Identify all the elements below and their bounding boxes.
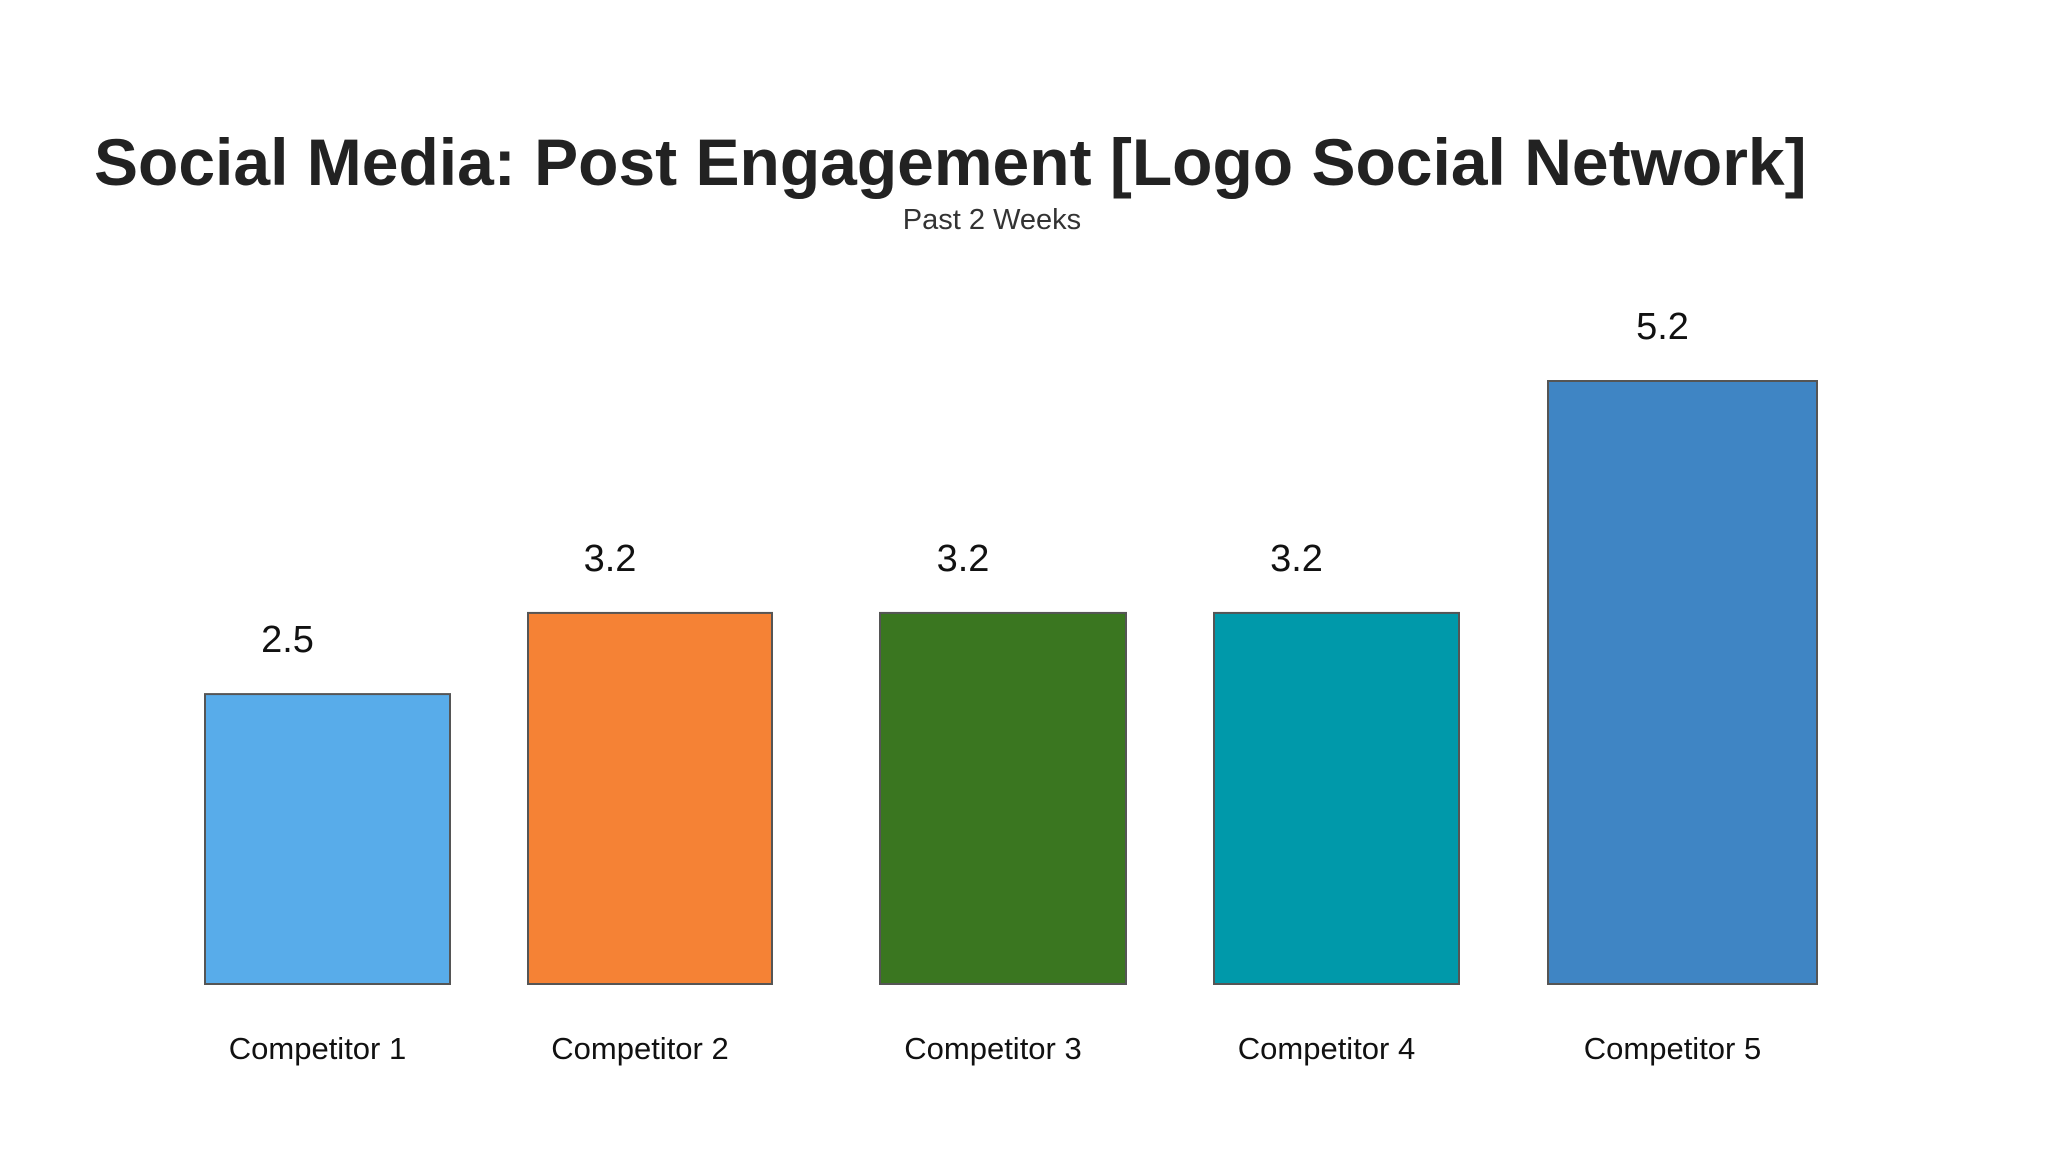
bar bbox=[1547, 380, 1818, 985]
bar bbox=[879, 611, 1127, 986]
x-tick-label: Competitor 3 bbox=[904, 1031, 1081, 1066]
value-label: 5.2 bbox=[1636, 306, 1689, 348]
x-tick-label: Competitor 2 bbox=[551, 1031, 728, 1066]
bar bbox=[1213, 611, 1460, 986]
value-label: 3.2 bbox=[937, 538, 990, 580]
bar bbox=[204, 693, 451, 985]
chart-title: Social Media: Post Engagement [Logo Soci… bbox=[94, 125, 1807, 199]
value-label: 2.5 bbox=[261, 619, 314, 661]
x-tick-label: Competitor 4 bbox=[1238, 1031, 1415, 1066]
value-label: 3.2 bbox=[1270, 538, 1323, 580]
bar bbox=[527, 611, 773, 986]
x-tick-label: Competitor 5 bbox=[1584, 1031, 1761, 1066]
chart-subtitle: Past 2 Weeks bbox=[903, 204, 1081, 236]
x-tick-label: Competitor 1 bbox=[229, 1031, 406, 1066]
value-label: 3.2 bbox=[584, 538, 637, 580]
